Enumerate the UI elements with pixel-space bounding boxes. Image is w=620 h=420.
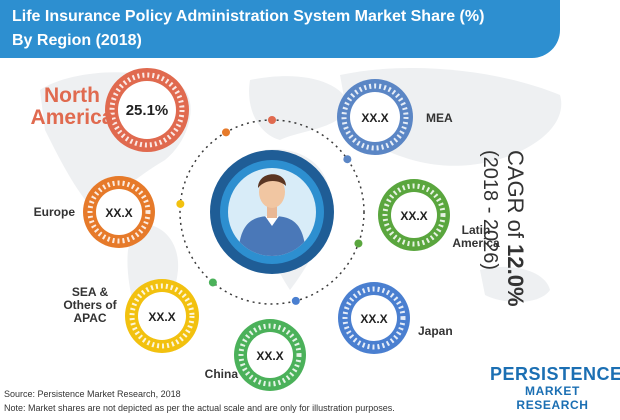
center-person-illustration (210, 150, 334, 274)
person-icon (238, 174, 306, 256)
cagr-prefix: CAGR of (503, 150, 528, 245)
region-label-line: Europe (34, 205, 76, 219)
value-label-china: XX.X (256, 349, 283, 363)
bubble-inner-china (247, 332, 293, 378)
value-label-latin-america: XX.X (400, 209, 427, 223)
map-landmass-6 (480, 266, 550, 302)
bubble-china: XX.X China (205, 319, 306, 391)
source-note: Source: Persistence Market Research, 201… (4, 389, 181, 399)
bubble-inner-japan (351, 295, 397, 341)
bubble-tick-ring-europe (87, 180, 151, 244)
region-label-latin-america: Latin America (452, 223, 500, 250)
ring-dot (208, 278, 217, 287)
region-label-line: SEA & (72, 285, 109, 299)
map-landmass-3 (249, 76, 350, 140)
region-label-north-america: North America (31, 84, 114, 129)
bubble-sea-others-of-apac: XX.X SEA & Others of APAC (63, 279, 199, 353)
bubble-japan: XX.X Japan (338, 282, 453, 354)
value-label-japan: XX.X (360, 312, 387, 326)
bubble-inner-europe (96, 189, 142, 235)
ring-dot (222, 128, 230, 137)
region-label-line: APAC (73, 311, 106, 325)
company-logo: PERSISTENCE MARKET RESEARCH (490, 364, 620, 412)
bubble-inner-north-america (118, 81, 176, 139)
cagr-period: (2018 - 2026) (479, 150, 501, 271)
region-label-line: Latin (462, 223, 491, 237)
bubble-mea: XX.X MEA (337, 79, 453, 155)
person-neck (267, 206, 277, 218)
person-hair (258, 174, 286, 188)
region-label-line: China (205, 367, 239, 381)
ring-dot (268, 116, 276, 124)
ring-dot (343, 155, 352, 164)
value-label-north-america: 25.1% (126, 102, 169, 119)
bubble-tick-ring-mea (341, 83, 409, 151)
bubble-north-america: 25.1% North America (31, 68, 189, 152)
region-label-mea: MEA (426, 111, 453, 125)
person-shirt (238, 216, 306, 256)
bubble-inner-latin-america (391, 192, 437, 238)
region-label-europe: Europe (34, 205, 76, 219)
region-label-line: MEA (426, 111, 453, 125)
region-label-line: America (31, 106, 114, 129)
bubble-tick-ring-japan (342, 286, 406, 350)
bubble-europe: XX.X Europe (34, 176, 155, 248)
bubble-tick-ring-latin-america (382, 183, 446, 247)
value-label-sea-others-of-apac: XX.X (148, 310, 175, 324)
region-label-sea-others-of-apac: SEA & Others of APAC (63, 285, 117, 325)
cagr-value: 12.0% (503, 244, 528, 307)
bubble-latin-america: XX.X Latin America (378, 179, 500, 251)
region-label-china: China (205, 367, 239, 381)
logo-line-2: MARKET RESEARCH (516, 384, 589, 412)
region-label-line: North (44, 84, 100, 107)
ring-dot (291, 296, 300, 305)
bubble-inner-sea-others-of-apac (138, 292, 186, 340)
person-collar (265, 216, 279, 226)
region-label-line: America (452, 236, 500, 250)
title-banner: Life Insurance Policy Administration Sys… (0, 0, 560, 58)
chart-subtitle: By Region (2018) (12, 32, 142, 49)
chart-title: Life Insurance Policy Administration Sys… (12, 8, 485, 25)
bubble-inner-mea (350, 92, 400, 142)
ring-dot (354, 239, 363, 248)
bubble-tick-ring-sea-others-of-apac (129, 283, 195, 349)
logo-line-1: PERSISTENCE (490, 364, 620, 384)
bubble-tick-ring-china (238, 323, 302, 387)
dotted-ring (176, 116, 365, 305)
cagr-callout: CAGR of 12.0% (2018 - 2026) (478, 150, 528, 307)
bubble-tick-ring-north-america (109, 72, 185, 148)
region-label-japan: Japan (418, 324, 453, 338)
region-label-line: Japan (418, 324, 453, 338)
disclaimer-note: Note: Market shares are not depicted as … (4, 403, 395, 413)
value-label-mea: XX.X (361, 111, 388, 125)
ring-dot (176, 199, 185, 208)
person-face (259, 176, 285, 208)
value-label-europe: XX.X (105, 206, 132, 220)
region-label-line: Others of (63, 298, 117, 312)
